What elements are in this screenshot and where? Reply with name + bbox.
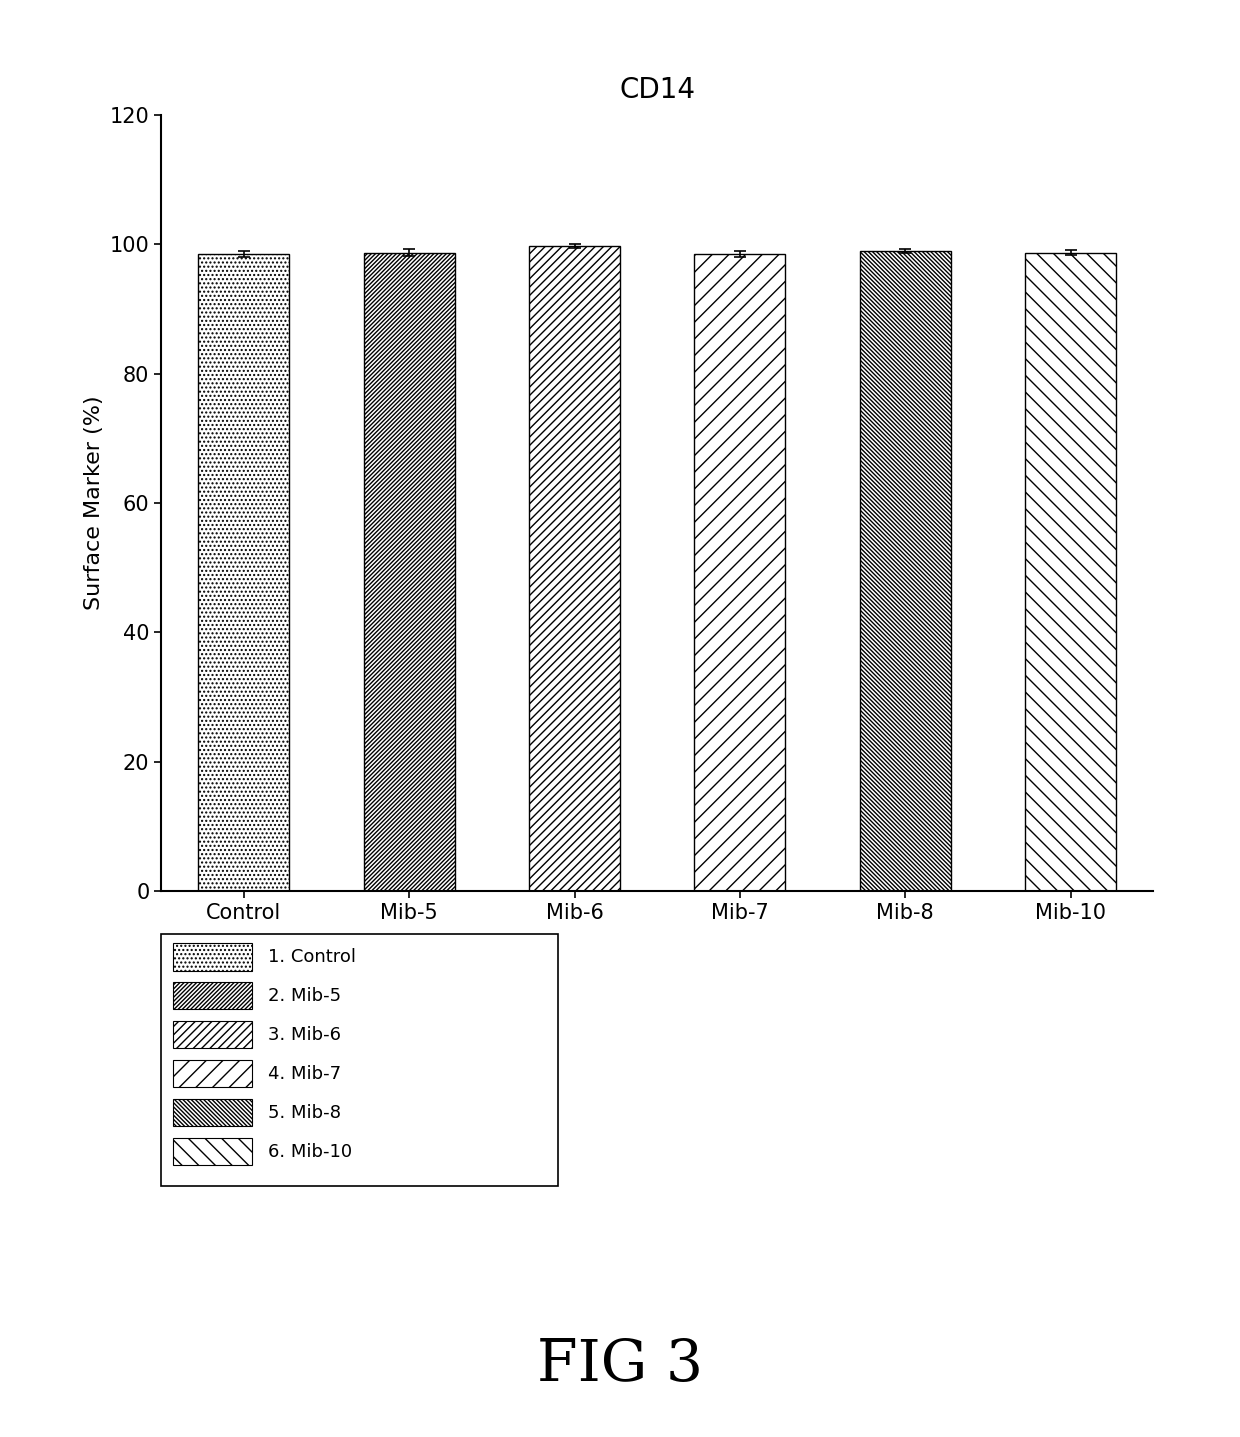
FancyBboxPatch shape xyxy=(174,943,253,970)
Text: 4. Mib-7: 4. Mib-7 xyxy=(268,1065,341,1082)
FancyBboxPatch shape xyxy=(174,1020,253,1049)
Bar xyxy=(1025,253,1116,891)
Text: FIG 3: FIG 3 xyxy=(537,1338,703,1392)
Text: 1. Control: 1. Control xyxy=(268,947,356,966)
Text: 6. Mib-10: 6. Mib-10 xyxy=(268,1142,352,1161)
Text: 2. Mib-5: 2. Mib-5 xyxy=(268,987,341,1004)
Bar xyxy=(363,253,455,891)
Y-axis label: Surface Marker (%): Surface Marker (%) xyxy=(84,395,104,611)
Text: 5. Mib-8: 5. Mib-8 xyxy=(268,1104,341,1122)
Title: CD14: CD14 xyxy=(619,76,696,105)
Bar xyxy=(859,250,951,891)
Text: 3. Mib-6: 3. Mib-6 xyxy=(268,1026,341,1043)
FancyBboxPatch shape xyxy=(174,981,253,1009)
FancyBboxPatch shape xyxy=(174,1099,253,1127)
FancyBboxPatch shape xyxy=(174,1138,253,1165)
Bar xyxy=(529,246,620,891)
Bar xyxy=(198,254,289,891)
Bar xyxy=(694,254,785,891)
FancyBboxPatch shape xyxy=(174,1061,253,1088)
